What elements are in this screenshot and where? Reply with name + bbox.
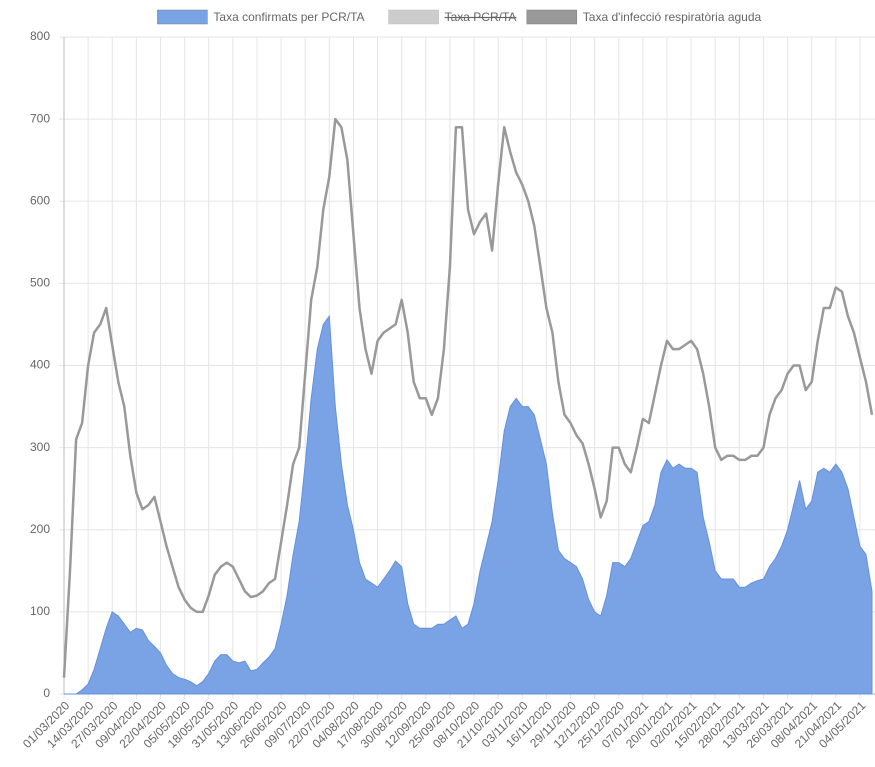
area	[64, 314, 873, 695]
y-tick-label: 800	[30, 29, 50, 43]
y-tick-label: 200	[30, 522, 50, 536]
y-tick-label: 0	[43, 686, 50, 700]
y-tick-label: 700	[30, 111, 50, 125]
legend-label[interactable]: Taxa PCR/TA	[445, 10, 517, 24]
y-tick-label: 300	[30, 440, 50, 454]
y-tick-label: 100	[30, 604, 50, 618]
legend-label[interactable]: Taxa confirmats per PCR/TA	[213, 10, 364, 24]
line	[62, 117, 874, 678]
y-tick-label: 600	[30, 193, 50, 207]
legend-swatch[interactable]	[388, 9, 439, 25]
legend-label[interactable]: Taxa d'infecció respiratòria aguda	[583, 10, 762, 24]
legend-swatch[interactable]	[526, 9, 578, 25]
legend-swatch[interactable]	[157, 9, 208, 25]
y-tick-label: 500	[30, 276, 50, 290]
y-tick-label: 400	[30, 358, 50, 372]
